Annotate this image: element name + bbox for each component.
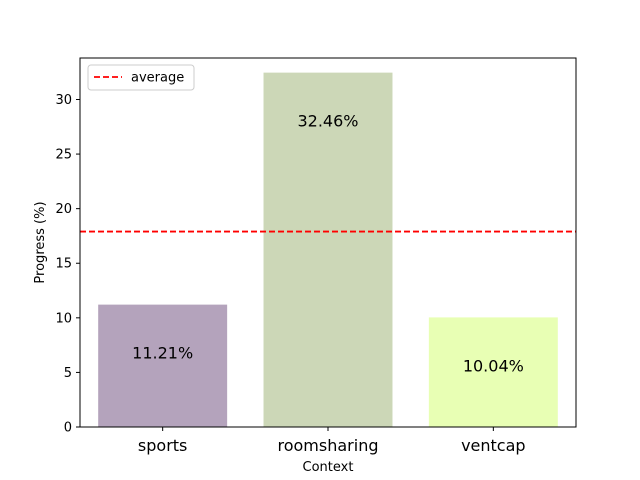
y-axis: 0 5 10 15 20 25 30 [55,93,80,436]
x-tick-label-ventcap: ventcap [461,436,525,455]
data-label-sports: 11.21% [132,344,193,363]
legend-box [87,64,195,91]
x-axis-title: Context [303,460,354,475]
data-label-roomsharing: 32.46% [297,112,358,131]
bar-sports [98,304,228,427]
y-tick-label-5: 5 [64,366,72,381]
bar-ventcap [428,317,558,427]
y-tick-label-20: 20 [55,202,72,217]
x-tick-label-roomsharing: roomsharing [278,436,379,455]
legend-label-average: average [131,71,184,86]
data-labels-layer: 11.21% 32.46% 10.04% [132,112,524,376]
legend: average [87,64,195,91]
x-axis: sports roomsharing ventcap [138,427,526,455]
y-tick-label-15: 15 [55,257,72,272]
y-tick-label-0: 0 [64,421,72,436]
y-axis-title: Progress (%) [33,201,48,283]
y-tick-label-10: 10 [55,311,72,326]
bar-roomsharing [263,72,393,427]
data-label-ventcap: 10.04% [463,356,524,375]
bars-layer [98,72,558,427]
x-tick-label-sports: sports [138,436,187,455]
y-tick-label-30: 30 [55,93,72,108]
y-tick-label-25: 25 [55,148,72,163]
